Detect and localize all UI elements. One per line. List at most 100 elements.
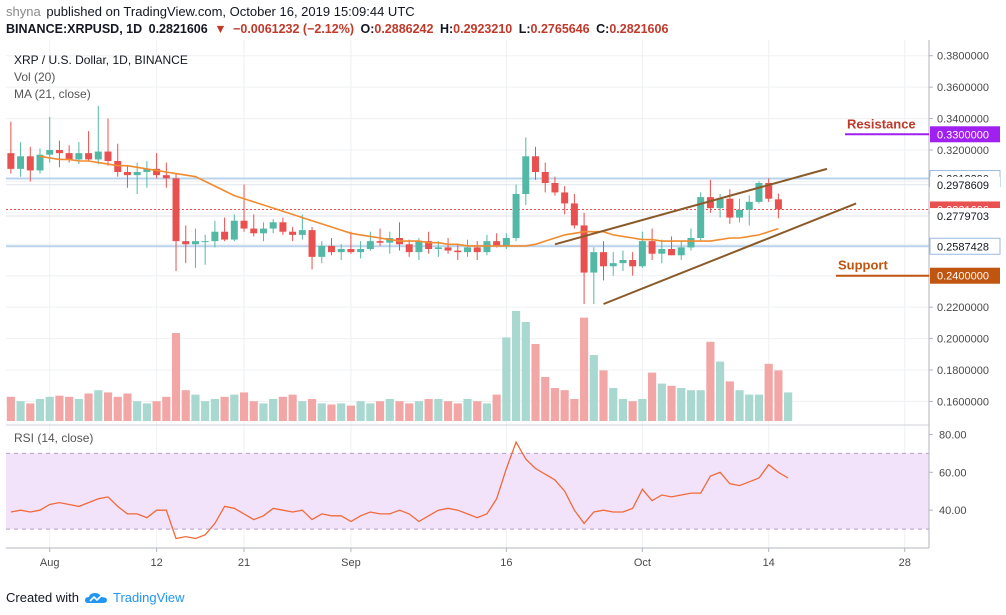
candle-body [473,247,481,253]
volume-bar [210,399,219,421]
candle-body [17,156,25,169]
volume-bar [560,390,569,421]
candle-body [697,197,705,238]
volume-bar [453,403,462,421]
rsi-tick-label: 40.00 [939,505,967,517]
candle-body [774,199,782,210]
volume-bar [618,399,628,421]
volume-bar [395,401,404,421]
price-label-text: 0.2978609 [937,180,989,192]
volume-bar [511,311,521,421]
candle-body [706,197,714,209]
time-tick-label: Aug [40,557,60,569]
candle-body [677,247,685,256]
price-tick-label: 0.3800000 [937,51,989,63]
candle-body [580,225,588,273]
resistance-value-text: 0.3300000 [937,129,989,141]
volume-bar [133,401,142,421]
candle-body [590,252,598,273]
candle-body [668,249,676,256]
support-label: Support [838,258,888,273]
open-value: 0.2886242 [374,22,434,36]
chart-header: shyna published on TradingView.com, Octo… [0,0,1006,40]
candle-body [259,228,267,234]
low-value: 0.2765646 [530,22,590,36]
volume-bar [531,344,540,421]
time-tick-label: 21 [238,557,250,569]
candle-body [716,198,724,209]
candle-body [755,183,763,202]
price-tick-label: 0.3400000 [937,114,989,126]
candle-body [570,203,578,226]
candle-body [172,178,180,242]
candle-body [357,249,365,253]
tradingview-brand[interactable]: TradingView [112,590,185,605]
candle-body [376,241,384,243]
volume-bar [677,388,686,421]
candle-body [415,241,423,253]
rsi-polyline [10,440,789,540]
candle-body [162,175,170,179]
ma-line [39,155,779,247]
candle-body [551,183,559,193]
candle-body [36,154,44,171]
volume-bar [414,401,424,421]
volume-bar [696,390,705,421]
candle-body [289,231,297,235]
candle-body [94,151,102,160]
candle-body [327,245,335,253]
candle-body [269,222,277,229]
volume-bar [84,393,93,421]
candle-body [55,150,63,154]
candle-body [337,249,345,253]
support-value-text: 0.2400000 [937,271,989,283]
volume-bar [123,393,132,421]
volume-bar [385,399,394,421]
time-tick-label: 16 [500,557,512,569]
volume-bar [550,388,560,421]
volume-bar [443,401,453,421]
volume-bar [346,405,355,421]
ohlc-line: BINANCE:XRPUSD, 1D 0.2821606 ▼ −0.006123… [6,22,671,36]
candle-body [318,245,326,257]
resistance-value-box [930,126,1000,143]
price-chart[interactable]: 0.38000000.36000000.34000000.32000000.30… [0,40,1006,585]
volume-bar [473,401,482,421]
resistance-label: Resistance [847,116,916,131]
candle-body [211,231,219,242]
candle-body [298,230,306,235]
candle-body [405,244,413,253]
candle-body [726,198,734,218]
down-triangle-icon: ▼ [214,22,227,36]
volume-bar [366,403,375,421]
volume-bar [142,403,151,421]
volume-bar [259,403,268,421]
candle-body [493,241,501,246]
volume-bar [521,322,530,421]
author-name[interactable]: shyna [6,4,41,19]
time-tick-label: 12 [150,557,162,569]
price-label-box [929,237,1001,255]
volume-bar [94,390,103,421]
candle-body [46,150,54,155]
volume-bar [45,396,54,421]
candle-body [425,241,433,249]
volume-bar [628,401,637,421]
candle-body [240,220,248,229]
high-value: 0.2923210 [453,22,513,36]
volume-bar [541,377,550,421]
candle-body [658,249,666,254]
candle-body [182,241,190,245]
volume-bar [424,399,433,421]
volume-bar [434,399,443,421]
volume-bar [657,383,666,421]
price-tick-label: 0.1800000 [937,365,989,377]
volume-bar [269,399,278,421]
candle-body [308,230,316,257]
volume-bar [725,381,734,421]
candle-body [250,228,258,234]
annotations: Resistance 0.3300000 Support 0.2400000 [836,116,1000,284]
volume-bar [191,394,200,421]
volume-bar [648,372,657,421]
rsi-pane [6,424,929,540]
